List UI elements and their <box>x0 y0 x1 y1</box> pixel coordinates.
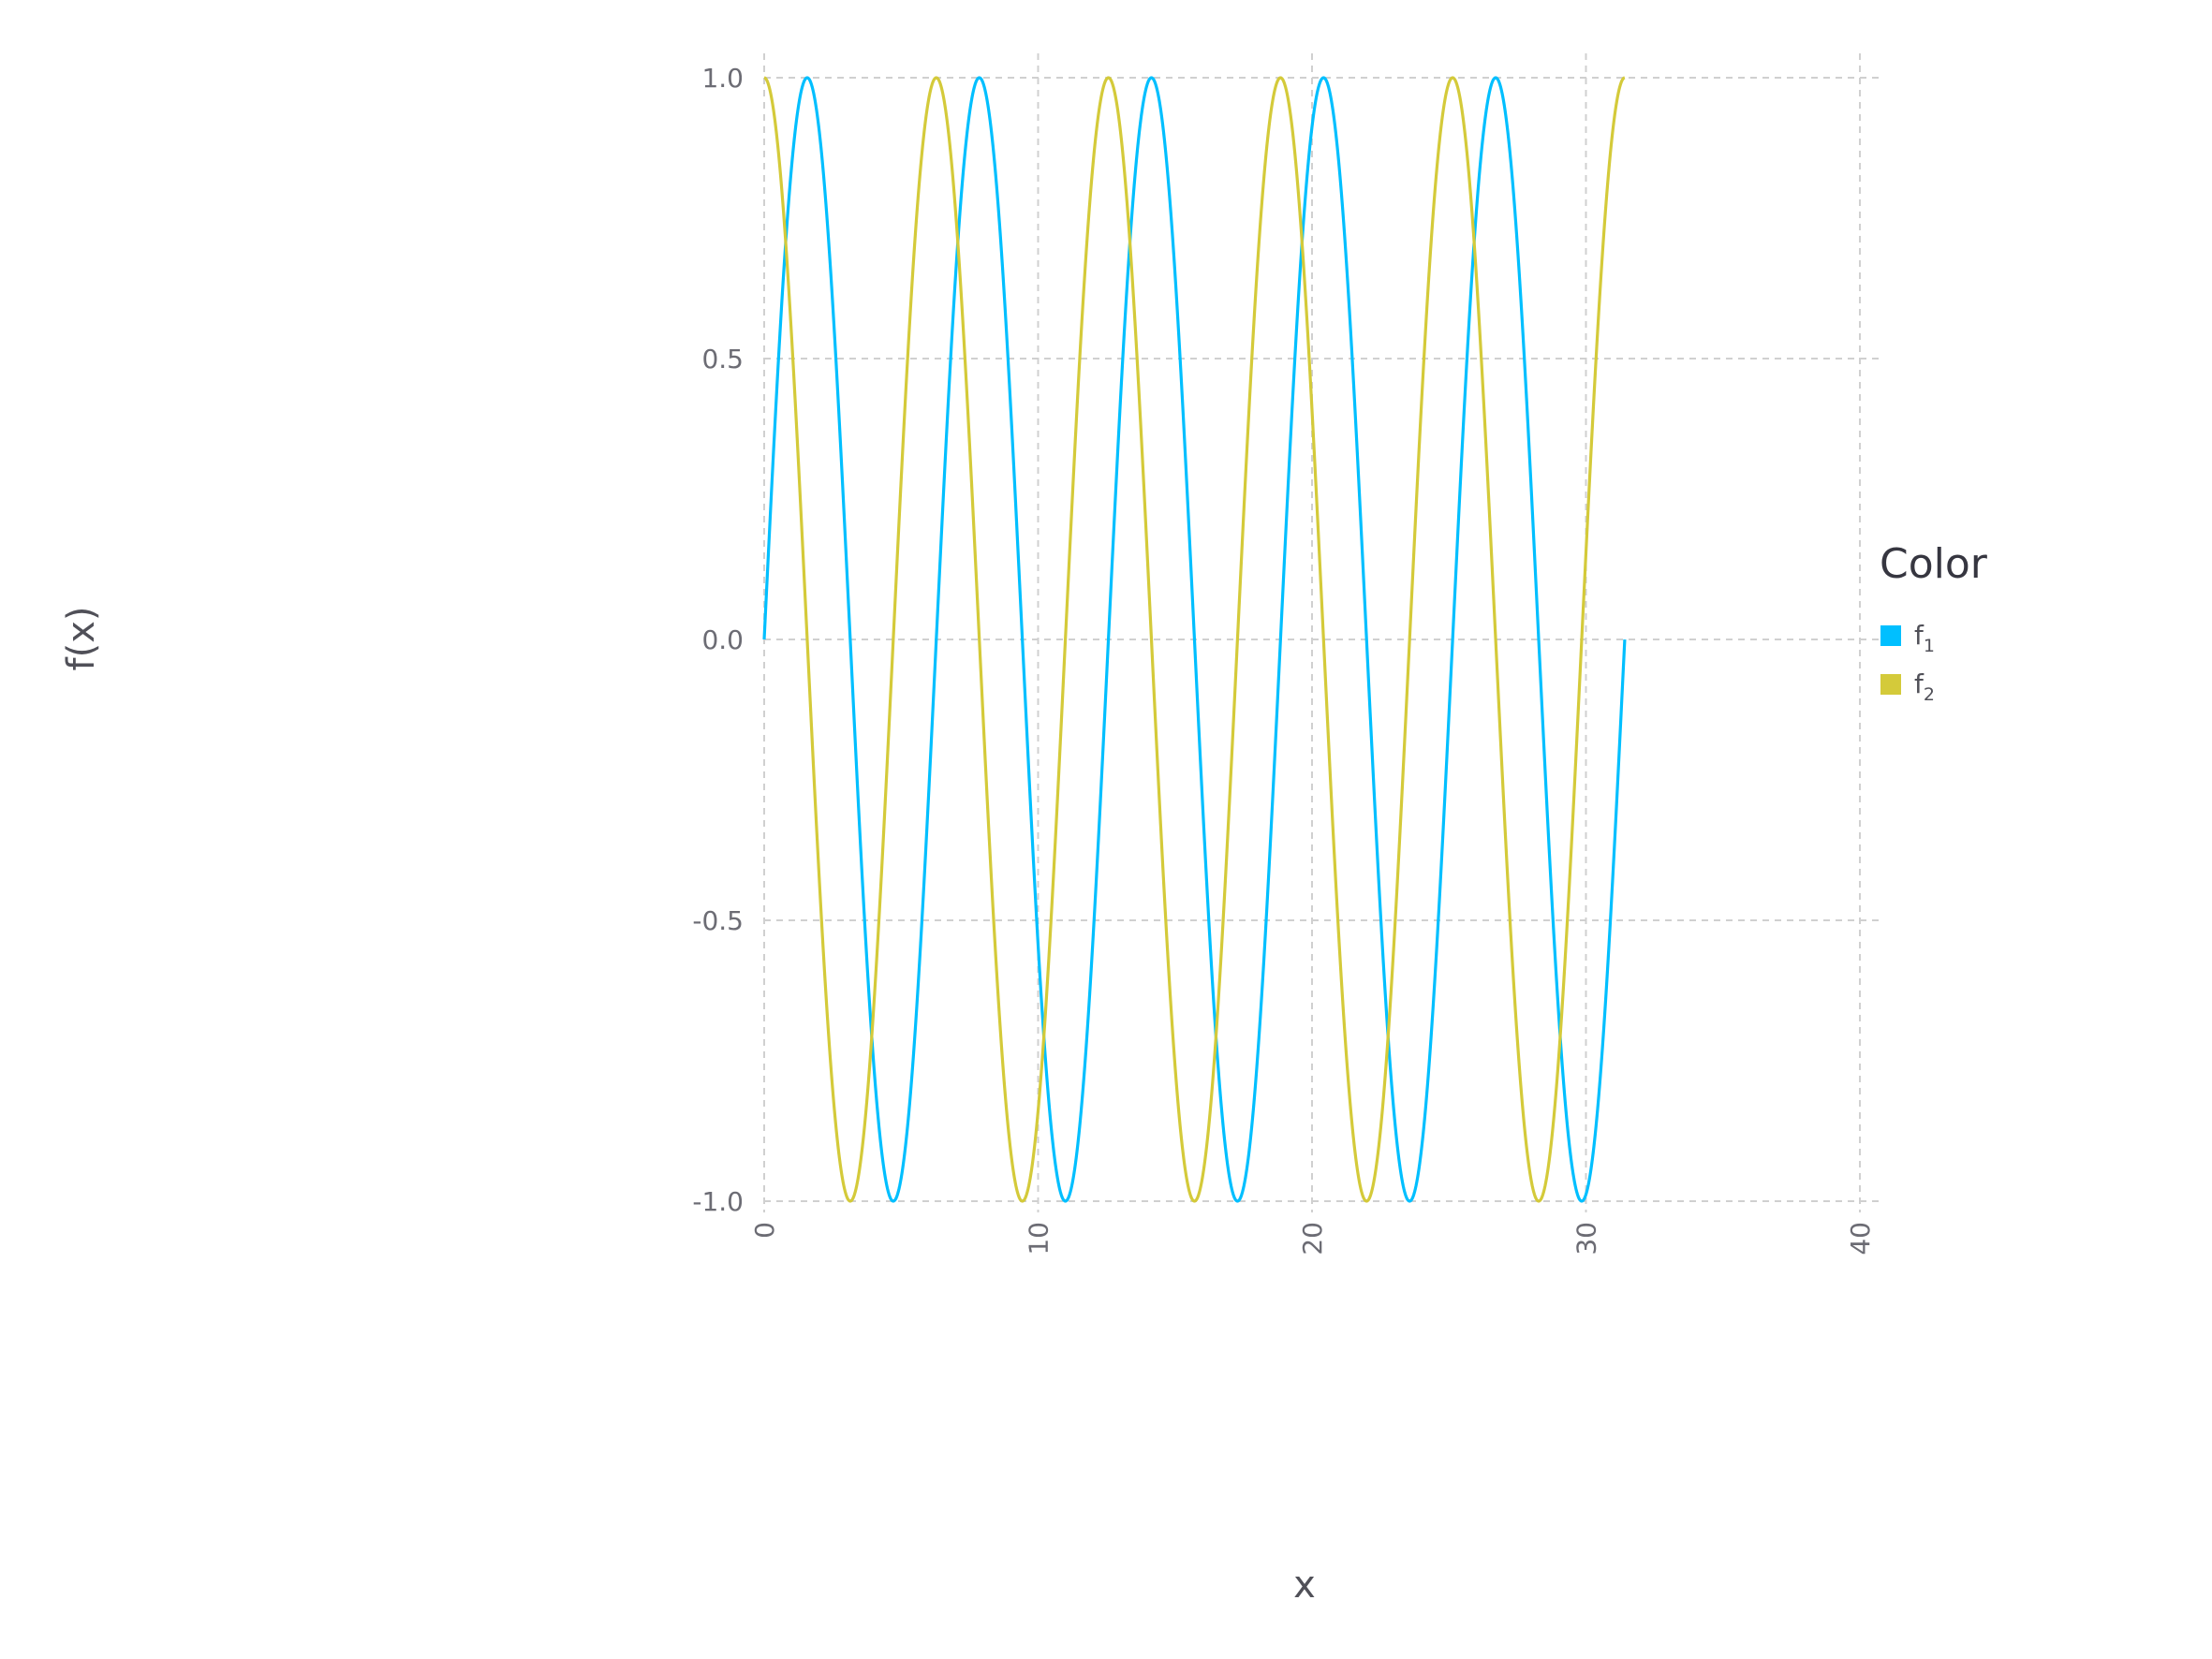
x-tick-label: 0 <box>749 1222 780 1239</box>
x-tick-label: 40 <box>1845 1222 1876 1255</box>
grid <box>763 53 1879 1212</box>
series-line-f1 <box>762 76 1627 1203</box>
legend-swatch-f2 <box>1880 674 1901 695</box>
series-lines <box>762 76 1627 1203</box>
x-axis-label: x <box>1293 1564 1316 1607</box>
x-tick-label: 30 <box>1571 1222 1602 1255</box>
y-tick-label: -0.5 <box>692 905 744 936</box>
legend-label-f1: f1 <box>1914 620 1935 656</box>
legend-label-f2: f2 <box>1914 668 1935 705</box>
y-tick-label: 0.0 <box>701 624 744 655</box>
legend: Color f1 f2 <box>1880 540 1988 705</box>
tick-labels: 1.0 0.5 0.0 -0.5 -1.0 0 10 20 30 40 <box>692 63 1876 1255</box>
legend-swatch-f1 <box>1880 625 1901 646</box>
x-tick-label: 10 <box>1024 1222 1054 1255</box>
y-tick-label: 1.0 <box>701 63 744 94</box>
y-axis-label: f(x) <box>60 607 103 671</box>
series-line-f2 <box>763 76 1626 1203</box>
y-tick-label: -1.0 <box>692 1186 744 1217</box>
y-tick-label: 0.5 <box>701 344 744 374</box>
legend-title: Color <box>1880 540 1988 588</box>
x-tick-label: 20 <box>1297 1222 1328 1255</box>
